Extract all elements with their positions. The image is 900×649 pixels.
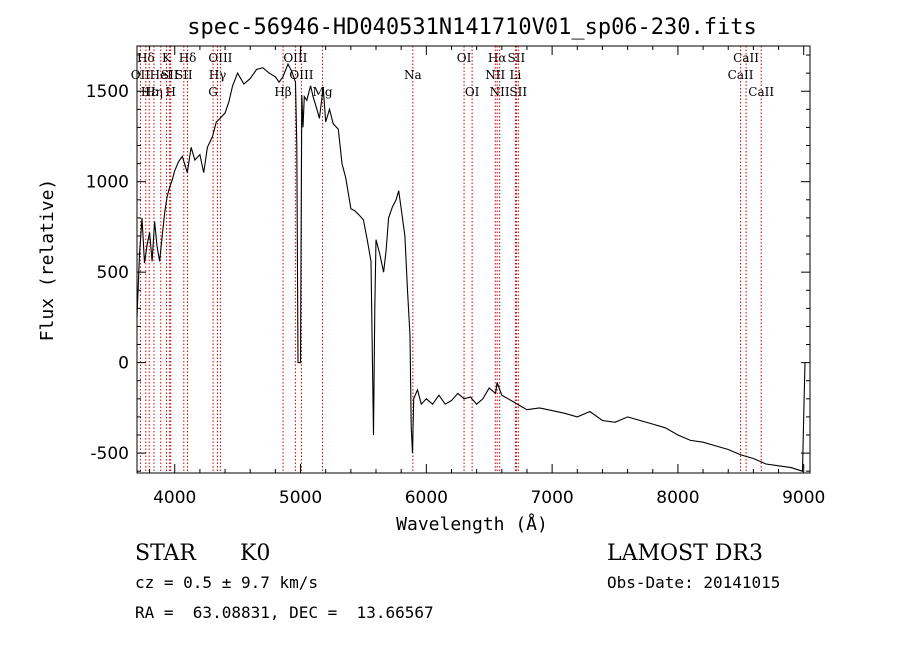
y-axis: -500 0 500 1000 1500 xyxy=(86,54,810,472)
y-tick-label-1: 0 xyxy=(118,354,129,374)
line-marker-label-27: CaII xyxy=(728,68,754,82)
line-marker-label-10: OIII xyxy=(208,51,232,65)
line-marker-label-7: SII xyxy=(161,68,179,82)
line-marker-label-0: Hδ xyxy=(137,51,155,65)
line-marker-label-20: Hα xyxy=(488,51,507,65)
line-marker-label-13: Hβ xyxy=(274,85,291,99)
line-marker-label-23: SII xyxy=(508,51,526,65)
y-axis-label: Flux (relative) xyxy=(37,179,58,342)
redshift-text: cz = 0.5 ± 9.7 km/s xyxy=(135,573,318,592)
x-tick-label-3: 7000 xyxy=(530,488,573,508)
line-marker-label-1: OII xyxy=(131,68,151,82)
object-class: STAR xyxy=(135,541,197,566)
line-marker-label-3: Hη xyxy=(145,85,163,99)
line-marker-label-25: SII xyxy=(509,85,527,99)
y-tick-label-3: 1000 xyxy=(86,173,129,193)
obs-date-text: Obs-Date: 20141015 xyxy=(607,573,780,592)
line-marker-label-14: OIII xyxy=(283,51,307,65)
line-marker-label-5: K xyxy=(162,51,172,65)
line-marker-label-26: CaII xyxy=(733,51,759,65)
line-marker-label-19: OI xyxy=(465,85,480,99)
y-tick-label-0: -500 xyxy=(90,444,129,464)
x-axis: 4000 5000 6000 7000 8000 9000 xyxy=(149,46,825,508)
line-marker-label-22: NII xyxy=(490,85,510,99)
line-marker-label-11: Hγ xyxy=(209,68,227,82)
line-marker-label-17: Na xyxy=(404,68,422,82)
line-marker-label-6: H xyxy=(165,85,175,99)
spectrum-series xyxy=(136,62,806,472)
survey-label: LAMOST DR3 xyxy=(607,541,763,566)
x-tick-label-5: 9000 xyxy=(782,488,825,508)
x-tick-label-0: 4000 xyxy=(153,488,196,508)
line-marker-label-15: OIII xyxy=(289,68,313,82)
x-tick-label-4: 8000 xyxy=(656,488,699,508)
coords-text: RA = 63.08831, DEC = 13.66567 xyxy=(135,603,434,622)
x-tick-label-2: 6000 xyxy=(405,488,448,508)
line-marker-label-28: CaII xyxy=(748,85,774,99)
line-marker-label-21: NII xyxy=(485,68,505,82)
x-tick-label-1: 5000 xyxy=(279,488,322,508)
plot-frame xyxy=(136,45,811,474)
line-marker-label-24: Li xyxy=(509,68,521,82)
x-axis-label: Wavelength (Å) xyxy=(396,513,548,535)
line-marker-label-18: OI xyxy=(457,51,472,65)
object-subclass: K0 xyxy=(240,541,270,566)
y-tick-label-4: 1500 xyxy=(86,82,129,102)
chart-title: spec-56946-HD040531N141710V01_sp06-230.f… xyxy=(187,15,757,40)
line-marker-label-2: Hε xyxy=(141,85,158,99)
line-marker-label-9: SII xyxy=(175,68,193,82)
y-tick-label-2: 500 xyxy=(97,263,129,283)
spectrum-line-0 xyxy=(136,62,806,472)
line-marker-label-12: G xyxy=(208,85,218,99)
line-marker-label-8: Hδ xyxy=(179,51,197,65)
